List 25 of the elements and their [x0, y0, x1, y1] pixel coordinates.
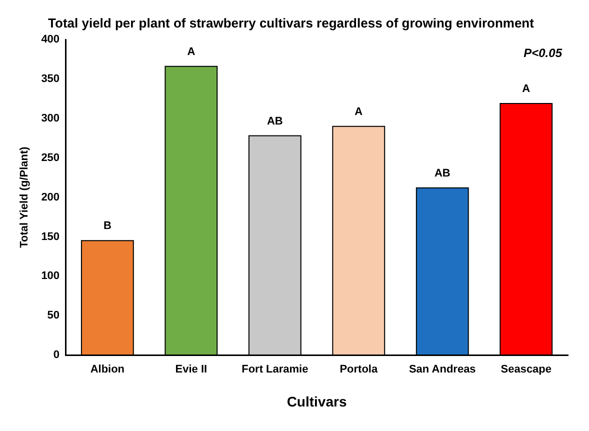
chart-title: Total yield per plant of strawberry cultivars regardless of growing environment	[48, 15, 535, 30]
y-tick-label: 150	[41, 230, 60, 243]
x-tick-label: Albion	[90, 364, 125, 376]
annotation: B	[103, 220, 112, 232]
x-tick-label: Seascape	[500, 364, 552, 376]
annotation: A	[522, 83, 530, 95]
y-tick-label: 250	[41, 152, 60, 164]
x-tick-label: Portola	[340, 364, 378, 376]
annotation: A	[354, 106, 363, 118]
y-tick-label: 300	[41, 112, 60, 124]
y-tick-label: 200	[41, 191, 60, 204]
y-tick-label: 400	[41, 34, 60, 46]
y-tick-label: 350	[41, 73, 60, 86]
x-tick-label: Evie II	[175, 364, 208, 376]
y-tick-label: 100	[41, 270, 60, 282]
y-tick-label: 0	[53, 349, 60, 362]
x-tick-label: San Andreas	[408, 364, 476, 376]
annotation: AB	[434, 167, 450, 180]
y-axis-title: Total Yield (g/Plant)	[18, 146, 31, 248]
annotation: A	[187, 46, 196, 58]
annotation: P<0.05	[524, 46, 562, 60]
x-tick-label: Fort Laramie	[242, 364, 308, 376]
annotation: AB	[266, 115, 283, 128]
x-axis-title: Cultivars	[286, 393, 347, 410]
y-tick-label: 50	[47, 310, 60, 322]
